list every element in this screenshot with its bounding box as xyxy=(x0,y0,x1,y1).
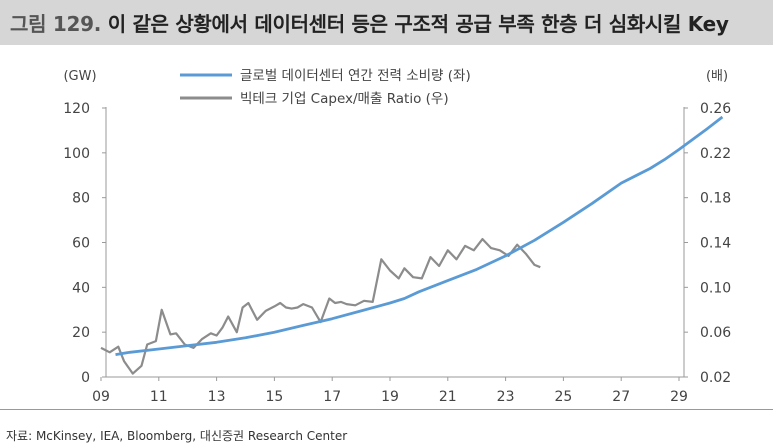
source-divider xyxy=(0,409,773,410)
x-axis-tick-label: 27 xyxy=(612,389,630,405)
chart: 0 20 40 60 80 100 120 0.02 0.06 0.10 0.14 0.18 0.22 0… xyxy=(63,68,731,405)
x-axis-tick-label: 21 xyxy=(439,389,457,405)
x-axis-tick-label: 19 xyxy=(381,389,399,405)
legend-label-capex-ratio: 빅테크 기업 Capex/매출 Ratio (우) xyxy=(240,91,449,107)
right-axis-tick-label: 0.10 xyxy=(700,280,731,296)
left-axis-tick-label: 100 xyxy=(63,146,90,162)
x-axis-tick-label: 23 xyxy=(497,389,515,405)
x-axis-tick-label: 15 xyxy=(265,389,283,405)
legend: 글로벌 데이터센터 연간 전력 소비량 (좌) 빅테크 기업 Capex/매출 R… xyxy=(180,68,471,107)
series-line-capex-ratio xyxy=(100,238,541,375)
right-axis-tick-label: 0.06 xyxy=(700,325,731,341)
title-bar: 그림 129. 이 같은 상황에서 데이터센터 등은 구조적 공급 부족 한층 … xyxy=(0,0,773,45)
chart-axes: 0 20 40 60 80 100 120 0.02 0.06 0.10 0.14 0.18 0.22 0… xyxy=(63,69,731,405)
x-axis-tick-label: 29 xyxy=(670,389,688,405)
right-axis-tick-label: 0.02 xyxy=(700,370,731,386)
legend-label-dc-power: 글로벌 데이터센터 연간 전력 소비량 (좌) xyxy=(240,68,471,84)
left-axis-tick-label: 80 xyxy=(72,191,90,207)
left-axis-unit: (GW) xyxy=(63,69,96,84)
left-axis-tick-label: 60 xyxy=(72,236,90,252)
left-axis-tick-label: 20 xyxy=(72,325,90,341)
x-axis-tick-label: 17 xyxy=(323,389,341,405)
x-axis-tick-label: 11 xyxy=(150,389,168,405)
left-axis-tick-label: 120 xyxy=(63,101,90,117)
right-axis-tick-label: 0.18 xyxy=(700,191,731,207)
x-axis-tick-label: 13 xyxy=(208,389,226,405)
right-axis-tick-label: 0.26 xyxy=(700,101,731,117)
right-axis-unit: (배) xyxy=(706,69,728,84)
figure-title-text: 이 같은 상황에서 데이터센터 등은 구조적 공급 부족 한층 더 심화시킬 K… xyxy=(107,12,729,36)
series-layer xyxy=(100,115,724,375)
right-axis-tick-label: 0.14 xyxy=(700,236,731,252)
series-line-dc-power xyxy=(115,115,724,356)
right-axis-tick-label: 0.22 xyxy=(700,146,731,162)
figure-title: 그림 129. 이 같은 상황에서 데이터센터 등은 구조적 공급 부족 한층 … xyxy=(10,8,729,37)
source-note: 자료: McKinsey, IEA, Bloomberg, 대신증권 Resea… xyxy=(6,429,348,443)
left-axis-tick-label: 0 xyxy=(81,370,90,386)
x-axis-tick-label: 09 xyxy=(92,389,110,405)
figure-number: 그림 129. xyxy=(10,12,102,36)
left-axis-tick-label: 40 xyxy=(72,280,90,296)
x-axis-tick-label: 25 xyxy=(554,389,572,405)
